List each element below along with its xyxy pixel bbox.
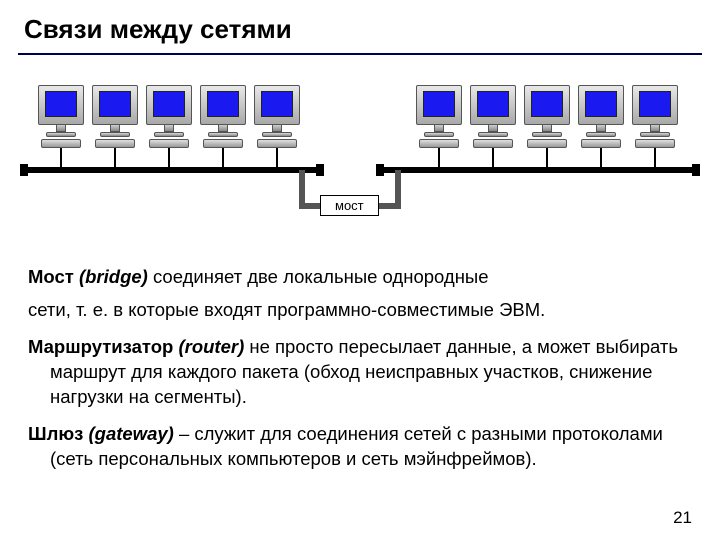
computer-icon [146, 85, 192, 148]
bus-drop [60, 148, 62, 170]
bus-terminator [20, 164, 28, 176]
bridge-label: мост [320, 195, 379, 216]
term-gateway-en: (gateway) [88, 423, 173, 444]
bridge-connector [395, 170, 401, 206]
bus-drop [168, 148, 170, 170]
bus-terminator [316, 164, 324, 176]
computer-icon [578, 85, 624, 148]
bridge-connector [299, 170, 305, 206]
computer-icon [200, 85, 246, 148]
bus-drop [600, 148, 602, 170]
paragraph-bridge: Мост (bridge) соединяет две локальные од… [28, 265, 692, 290]
paragraph-gateway: Шлюз (gateway) – служит для соединения с… [28, 422, 692, 472]
p1-line2: сети, т. е. в которые входят программно-… [28, 298, 692, 323]
bus-terminator [376, 164, 384, 176]
body-text: Мост (bridge) соединяет две локальные од… [0, 245, 720, 472]
term-router-en: (router) [178, 336, 244, 357]
bus-drop [276, 148, 278, 170]
computer-icon [92, 85, 138, 148]
computer-icon [38, 85, 84, 148]
term-bridge-en: (bridge) [79, 266, 148, 287]
network-diagram: мост [18, 75, 702, 245]
term-gateway: Шлюз [28, 423, 88, 444]
bus-drop [222, 148, 224, 170]
bus-line [378, 167, 698, 173]
bus-terminator [692, 164, 700, 176]
page-number: 21 [673, 508, 692, 528]
p1-rest: соединяет две локальные однородные [148, 266, 489, 287]
computer-icon [470, 85, 516, 148]
bus-drop [438, 148, 440, 170]
term-router: Маршрутизатор [28, 336, 178, 357]
bus-drop [654, 148, 656, 170]
paragraph-router: Маршрутизатор (router) не просто пересыл… [28, 335, 692, 410]
computer-icon [632, 85, 678, 148]
bus-drop [114, 148, 116, 170]
term-bridge: Мост [28, 266, 79, 287]
page-title: Связи между сетями [0, 0, 720, 53]
computer-icon [416, 85, 462, 148]
bus-drop [546, 148, 548, 170]
computer-icon [524, 85, 570, 148]
bus-drop [492, 148, 494, 170]
computer-icon [254, 85, 300, 148]
title-underline [18, 53, 702, 55]
